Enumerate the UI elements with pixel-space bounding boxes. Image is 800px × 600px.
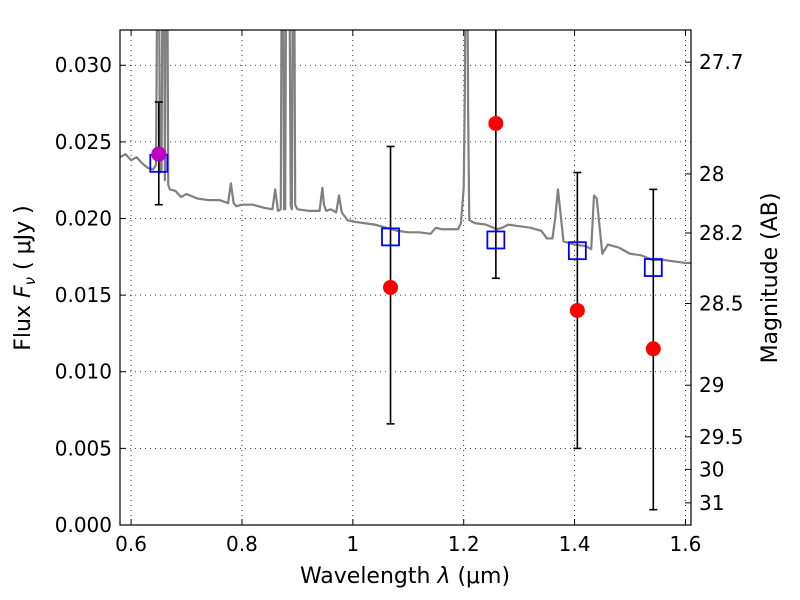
x-tick-label: 0.8 [226, 532, 258, 556]
model-photometry-square [486, 230, 506, 250]
right-tick-label: 28.2 [699, 221, 744, 245]
plot-background [120, 30, 691, 525]
y-axis-label: Flux Fν ( μJy ) [11, 205, 39, 350]
observed-flux-point [488, 115, 504, 131]
model-photometry-square [381, 227, 400, 247]
x-tick-label: 1 [346, 532, 359, 556]
x-tick-label: 0.6 [115, 532, 147, 556]
x-tick-label: 1.4 [559, 532, 591, 556]
model-photometry-square [643, 258, 663, 277]
observed-flux-point [645, 341, 661, 357]
observed-flux-point [151, 146, 167, 162]
plot-area [120, 30, 691, 511]
right-tick-label: 29.5 [699, 425, 744, 449]
right-tick-label: 29 [699, 373, 724, 397]
right-tick-label: 28.5 [699, 291, 744, 315]
spectrum-line [120, 30, 691, 265]
y-tick-label: 0.000 [55, 513, 112, 537]
y-tick-label: 0.025 [55, 130, 112, 154]
right-tick-label: 27.7 [699, 50, 744, 74]
model-photometry-square [567, 241, 587, 261]
axis-ticks: 0.6 0.8 1 1.2 1.4 1.6 0.000 0.005 0.010 0.015 0.02… [55, 30, 744, 556]
y-tick-label: 0.020 [55, 206, 112, 230]
grid [120, 30, 691, 526]
x-tick-label: 1.6 [670, 532, 702, 556]
right-axis-label: Magnitude (AB) [758, 193, 783, 364]
y-tick-label: 0.010 [55, 360, 112, 384]
x-tick-label: 1.2 [448, 532, 480, 556]
y-tick-label: 0.030 [55, 53, 112, 77]
plot-frame [119, 29, 692, 526]
observed-flux-point [383, 279, 399, 295]
right-tick-label: 31 [699, 491, 724, 515]
right-tick-label: 30 [699, 457, 724, 481]
model-spectrum [120, 30, 691, 265]
y-tick-label: 0.015 [55, 283, 112, 307]
x-axis-label: Wavelength λ (μm) [300, 564, 510, 589]
right-tick-label: 28 [699, 162, 724, 186]
data-markers [149, 115, 663, 357]
observed-flux-point [569, 302, 585, 318]
y-tick-label: 0.005 [55, 436, 112, 460]
